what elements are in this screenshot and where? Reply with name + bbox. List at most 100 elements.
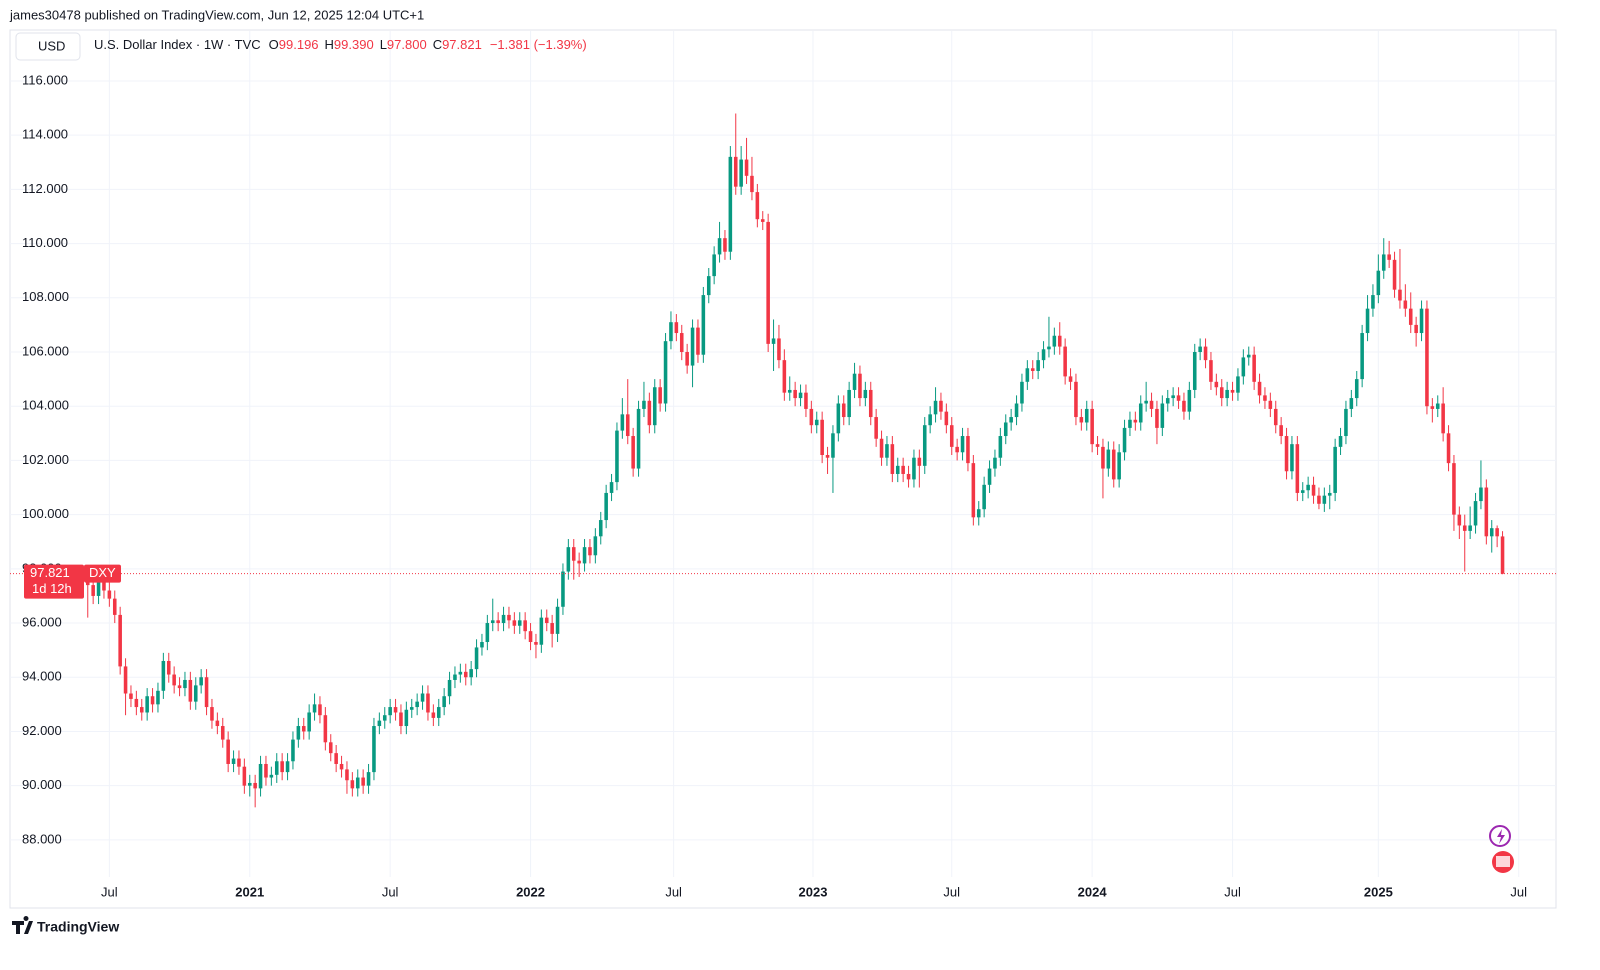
candle-body — [771, 338, 776, 344]
candle-body — [1435, 403, 1440, 409]
y-tick-label: 116.000 — [22, 72, 68, 87]
x-tick-label: Jul — [1224, 884, 1241, 899]
candle-body — [501, 614, 506, 624]
candle-body — [766, 221, 770, 344]
candle-body — [517, 620, 522, 626]
candle-body — [868, 389, 873, 418]
candle-body — [647, 400, 652, 426]
candle-body — [982, 484, 986, 510]
candle-body — [1381, 254, 1386, 271]
candle-body — [1246, 354, 1251, 358]
candle-body — [334, 753, 338, 764]
candle-body — [177, 685, 182, 689]
x-tick-label: 2024 — [1078, 884, 1108, 899]
candle-body — [328, 742, 333, 754]
candle-body — [1371, 295, 1375, 309]
y-tick-label: 90.000 — [22, 777, 62, 792]
y-tick-label: 92.000 — [22, 723, 62, 738]
candle-body — [339, 763, 344, 770]
candle-body — [663, 341, 668, 404]
candle-body — [566, 547, 571, 572]
candle-body — [1144, 400, 1148, 404]
candle-body — [188, 679, 193, 702]
candle-body — [798, 392, 803, 399]
candle-body — [885, 444, 889, 458]
candle-body — [1500, 536, 1505, 574]
flag-stripes — [1496, 856, 1510, 867]
candle-body — [1171, 395, 1175, 399]
candle-body — [156, 690, 160, 705]
candle-body — [917, 457, 922, 466]
candle-body — [1473, 501, 1478, 526]
candle-body — [199, 677, 203, 686]
candle-body — [361, 777, 365, 786]
symbol-tag-text: DXY — [89, 565, 116, 580]
candle-body — [1441, 403, 1445, 434]
candle-body — [280, 761, 284, 773]
candle-body — [490, 620, 495, 624]
alert-icon[interactable] — [1489, 825, 1511, 847]
candle-body — [928, 414, 932, 426]
candle-body — [1300, 490, 1305, 493]
currency-button[interactable] — [15, 32, 81, 61]
candle-body — [301, 726, 306, 732]
candle-body — [1419, 308, 1424, 334]
candle-body — [307, 712, 311, 732]
candle-body — [955, 446, 959, 453]
candle-body — [118, 614, 122, 667]
currency[interactable]: USD — [38, 38, 65, 53]
candle-body — [539, 617, 544, 645]
candle-body — [102, 582, 106, 591]
candle-body — [1236, 376, 1240, 393]
brand: TradingView — [37, 919, 119, 935]
ohlc-value: 97.821 — [442, 37, 482, 52]
candle-body — [696, 327, 700, 355]
candle-body — [755, 192, 760, 220]
candle-body — [658, 387, 662, 404]
candle-body — [733, 156, 738, 187]
candle-body — [323, 715, 328, 743]
candle-body — [1360, 333, 1364, 380]
y-tick-label: 104.000 — [22, 398, 69, 413]
candle-body — [129, 693, 133, 699]
candle-body — [1063, 346, 1067, 377]
candle-body — [345, 769, 349, 781]
candle-body — [1479, 487, 1483, 502]
candle-body — [350, 780, 355, 789]
candle-body — [112, 598, 117, 615]
candle-body — [1495, 528, 1499, 537]
candle-body — [1349, 398, 1354, 409]
candle-body — [1090, 408, 1094, 445]
candle-body — [1284, 436, 1289, 472]
candle-body — [561, 571, 565, 607]
symbol-tag-box — [84, 564, 121, 583]
candle-body — [777, 338, 781, 361]
candle-body — [463, 671, 468, 678]
candle-body — [960, 436, 965, 453]
candle-body — [85, 582, 90, 586]
ohlc-key: O — [269, 37, 279, 52]
candle-body — [636, 408, 641, 469]
candle-body — [1122, 427, 1127, 453]
ohlc-key: C — [433, 37, 442, 52]
candle-body — [642, 400, 646, 409]
y-tick-label: 94.000 — [22, 669, 62, 684]
candle-body — [841, 403, 846, 418]
candle-body — [1327, 492, 1332, 496]
candle-body — [1306, 484, 1310, 491]
candle-body — [852, 373, 857, 390]
candle-body — [1365, 308, 1370, 334]
candle-body — [399, 712, 403, 727]
candle-body — [458, 671, 463, 675]
candle-body — [91, 585, 95, 596]
y-tick-label: 114.000 — [22, 127, 68, 142]
candle-body — [193, 685, 198, 702]
candle-body — [706, 276, 711, 296]
candle-body — [588, 547, 592, 556]
candle-body — [1182, 400, 1186, 412]
candle-body — [890, 444, 895, 474]
candle-body — [496, 620, 500, 624]
candle-body — [382, 715, 387, 721]
